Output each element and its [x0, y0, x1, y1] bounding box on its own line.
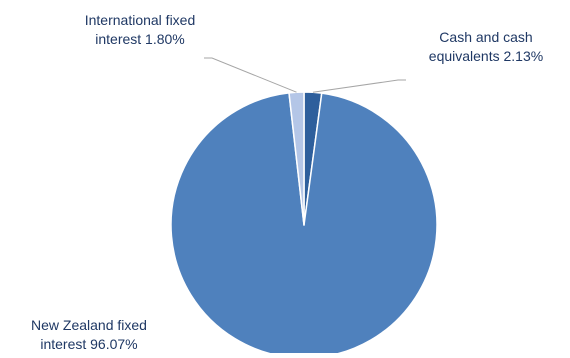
data-label-line: Cash and cash — [439, 29, 533, 45]
data-label-line: New Zealand fixed — [31, 317, 147, 333]
data-label-line: interest 1.80% — [95, 31, 185, 47]
pie-slices — [170, 91, 438, 358]
leader-line-cash-and-cash-equivalents — [312, 79, 406, 93]
data-label-international-fixed-interest: International fixed interest 1.80% — [50, 11, 230, 49]
data-label-cash-and-cash-equivalents: Cash and cash equivalents 2.13% — [396, 28, 570, 66]
leader-lines — [204, 57, 406, 93]
data-label-line: interest 96.07% — [40, 336, 138, 352]
data-label-line: International fixed — [84, 12, 196, 28]
data-label-line: equivalents 2.13% — [428, 48, 544, 64]
leader-line-international-fixed-interest — [204, 57, 297, 93]
data-label-new-zealand-fixed-interest: New Zealand fixed interest 96.07% — [0, 316, 178, 354]
